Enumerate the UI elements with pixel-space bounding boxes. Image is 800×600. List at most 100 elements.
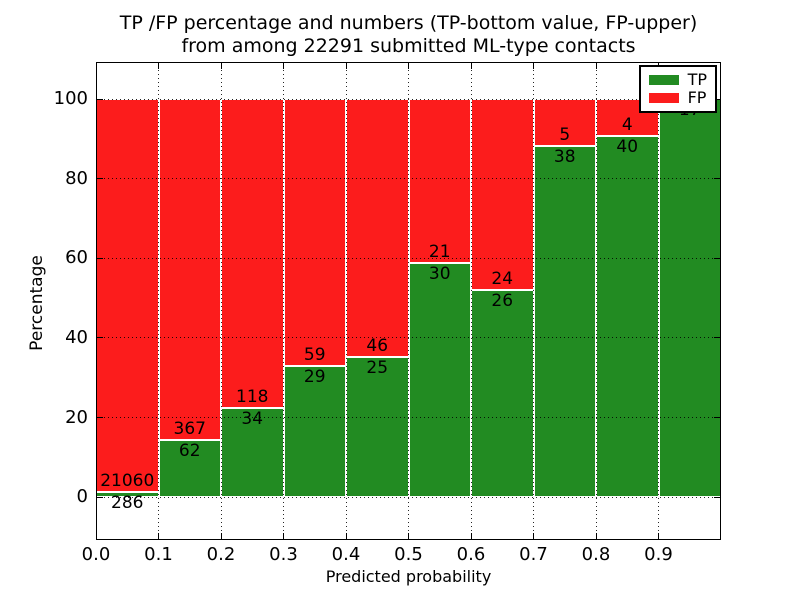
- x-tick-label: 0.4: [331, 544, 361, 565]
- fp-count-label: 118: [236, 387, 269, 408]
- bar-segment-fp: [221, 99, 284, 409]
- gridline-vertical: [283, 62, 284, 540]
- x-tick-bottom: [533, 533, 534, 540]
- fp-count-label: 5: [559, 124, 571, 145]
- gridline-vertical: [595, 62, 597, 540]
- bar-segment-tp: [221, 408, 284, 498]
- tp-count-label: 25: [366, 358, 389, 379]
- x-tick-bottom: [158, 533, 159, 540]
- gridline-vertical: [533, 62, 534, 540]
- y-tick-label: 60: [65, 247, 88, 269]
- y-tick-label: 40: [65, 326, 88, 348]
- fp-count-label: 4: [621, 114, 633, 135]
- x-tick-bottom: [345, 533, 347, 540]
- legend: TP FP: [638, 65, 717, 113]
- fp-count-label: 46: [366, 336, 389, 357]
- tp-count-label: 286: [111, 492, 144, 513]
- chart-title: TP /FP percentage and numbers (TP-bottom…: [96, 12, 721, 58]
- tp-count-label: 40: [616, 136, 639, 157]
- legend-label-fp: FP: [687, 88, 707, 107]
- bar-segment-fp: [408, 99, 471, 264]
- x-tick-label: 0.8: [581, 544, 611, 565]
- gridline-vertical: [158, 62, 159, 540]
- y-tick-right: [714, 417, 721, 419]
- gridline-vertical: [345, 62, 347, 540]
- x-tick-top: [220, 62, 222, 69]
- x-tick-top: [95, 62, 97, 69]
- bar-segment-tp: [596, 135, 659, 498]
- y-tick-right: [714, 496, 721, 498]
- y-tick-left: [96, 496, 103, 498]
- fp-count-label: 24: [491, 269, 514, 290]
- y-tick-left: [96, 257, 103, 259]
- x-tick-bottom: [283, 533, 284, 540]
- bar-segment-tp: [346, 357, 409, 498]
- fp-count-label: 21060: [100, 470, 155, 491]
- tp-count-label: 62: [178, 440, 201, 461]
- bar-segment-fp: [346, 99, 409, 358]
- y-tick-right: [714, 178, 721, 180]
- tp-count-label: 34: [241, 409, 264, 430]
- x-tick-bottom: [220, 533, 222, 540]
- chart-title-line2: from among 22291 submitted ML-type conta…: [181, 35, 636, 57]
- x-tick-label: 0.5: [394, 544, 423, 565]
- bar-segment-tp: [158, 439, 221, 498]
- x-tick-label: 0.1: [144, 544, 173, 565]
- legend-swatch-tp: [648, 75, 679, 85]
- x-tick-label: 0.9: [644, 544, 673, 565]
- y-tick-label: 80: [65, 167, 88, 189]
- x-tick-label: 0.2: [206, 544, 236, 565]
- x-tick-top: [345, 62, 347, 69]
- x-tick-top: [595, 62, 597, 69]
- y-tick-right: [714, 98, 721, 100]
- legend-item-fp: FP: [648, 88, 707, 107]
- x-tick-bottom: [95, 533, 97, 540]
- x-tick-label: 0.7: [519, 544, 548, 565]
- x-tick-bottom: [408, 533, 409, 540]
- legend-item-tp: TP: [648, 70, 707, 89]
- bar-segment-tp: [471, 290, 534, 498]
- tp-count-label: 38: [553, 146, 576, 167]
- y-tick-left: [96, 337, 103, 339]
- gridline-vertical: [220, 62, 222, 540]
- y-tick-label: 100: [53, 88, 88, 110]
- y-tick-right: [714, 257, 721, 259]
- gridline-vertical: [658, 62, 659, 540]
- x-tick-top: [470, 62, 472, 69]
- gridline-vertical: [408, 62, 409, 540]
- legend-label-tp: TP: [687, 70, 707, 89]
- bar-segment-fp: [158, 99, 221, 440]
- y-tick-label: 0: [76, 486, 88, 508]
- fp-count-label: 59: [303, 345, 326, 365]
- x-tick-bottom: [658, 533, 659, 540]
- x-axis-label: Predicted probability: [325, 567, 492, 586]
- tp-count-label: 29: [303, 367, 326, 387]
- y-tick-label: 20: [65, 406, 88, 428]
- x-tick-label: 0.6: [456, 544, 486, 565]
- bar-segment-tp: [96, 491, 159, 498]
- plot-area: TP FP 21060 286 367 62 118 34 59 29 46 25 21 30 24 26…: [95, 62, 721, 540]
- chart-title-line1: TP /FP percentage and numbers (TP-bottom…: [119, 12, 698, 34]
- bar-segment-tp: [658, 99, 721, 498]
- fp-count-label: 21: [428, 242, 451, 263]
- bar-segment-tp: [408, 263, 471, 498]
- bar-segment-fp: [283, 99, 346, 366]
- bar-segment-tp: [533, 145, 596, 498]
- legend-swatch-fp: [648, 93, 679, 103]
- fp-count-label: 367: [173, 418, 206, 439]
- x-tick-bottom: [595, 533, 597, 540]
- y-tick-right: [714, 337, 721, 339]
- x-tick-bottom: [470, 533, 472, 540]
- x-tick-top: [408, 62, 409, 69]
- bar-segment-tp: [283, 366, 346, 498]
- x-tick-top: [533, 62, 534, 69]
- bar-segment-fp: [96, 99, 159, 492]
- y-tick-left: [96, 98, 103, 100]
- x-tick-top: [158, 62, 159, 69]
- x-tick-top: [283, 62, 284, 69]
- tp-count-label: 30: [428, 264, 451, 285]
- tp-count-label: 26: [491, 291, 514, 312]
- y-tick-left: [96, 178, 103, 180]
- bar-segment-fp: [533, 99, 596, 146]
